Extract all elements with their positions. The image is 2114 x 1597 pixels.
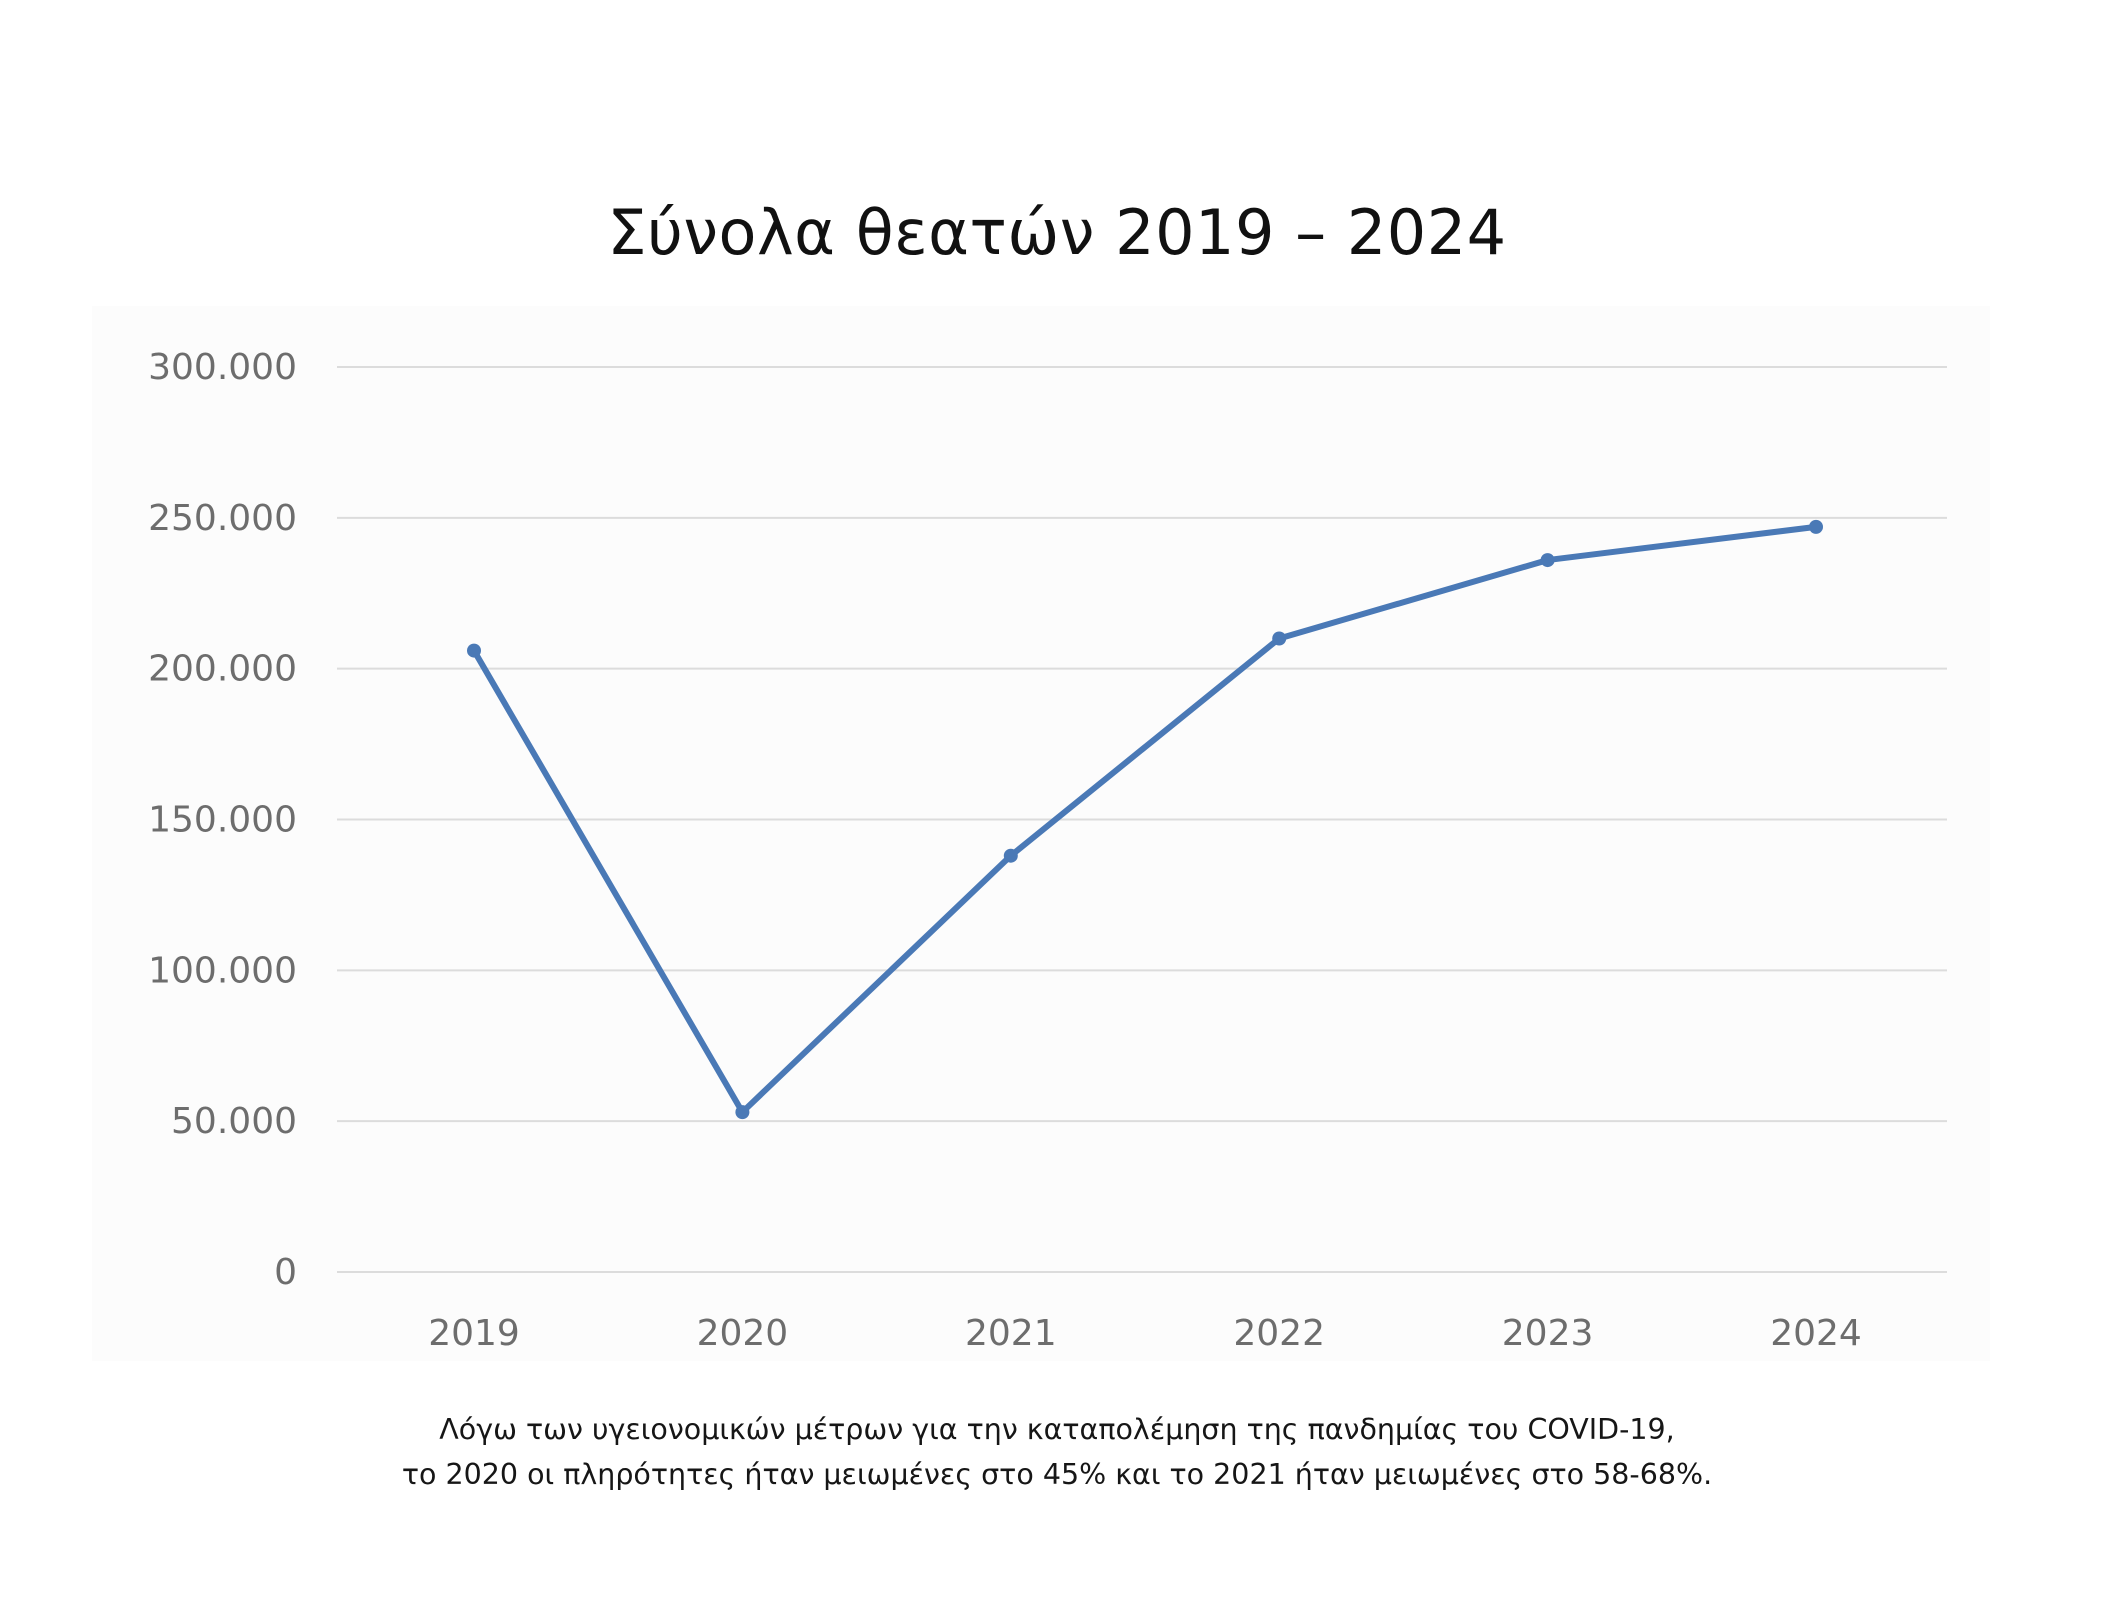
y-tick-label: 0 [274, 1252, 297, 1293]
data-point-2019 [467, 643, 481, 658]
y-tick-label: 250.000 [148, 498, 297, 539]
x-axis-ticks: 2019 2020 2021 2022 2023 2024 [428, 1313, 1862, 1354]
x-tick-label: 2024 [1770, 1313, 1862, 1354]
x-tick-label: 2023 [1502, 1313, 1594, 1354]
y-tick-label: 200.000 [148, 649, 297, 690]
data-point-2021 [1003, 848, 1018, 863]
series-layer [467, 519, 1823, 1120]
y-tick-label: 300.000 [148, 347, 297, 388]
caption-line-1: Λόγω των υγειονομικών μέτρων για την κατ… [439, 1413, 1675, 1446]
x-tick-label: 2019 [428, 1313, 520, 1354]
data-point-2022 [1272, 631, 1287, 646]
x-tick-label: 2020 [697, 1313, 789, 1354]
caption-line-2: το 2020 οι πληρότητες ήταν μειωμένες στο… [401, 1458, 1713, 1491]
data-point-2023 [1540, 553, 1555, 568]
y-tick-label: 150.000 [148, 800, 297, 841]
x-tick-label: 2021 [965, 1313, 1057, 1354]
chart-caption: Λόγω των υγειονομικών μέτρων για την κατ… [0, 1407, 2114, 1497]
series-line [471, 523, 1819, 1116]
data-point-2024 [1809, 519, 1823, 534]
chart-title: Σύνολα θεατών 2019 – 2024 [607, 196, 1507, 269]
x-tick-label: 2022 [1233, 1313, 1325, 1354]
y-axis-ticks: 0 50.000 100.000 150.000 200.000 250.000 300.0… [148, 347, 297, 1293]
y-tick-label: 50.000 [171, 1101, 297, 1142]
data-point-2020 [735, 1105, 750, 1120]
gridlines [337, 366, 1947, 1273]
y-tick-label: 100.000 [148, 950, 297, 991]
